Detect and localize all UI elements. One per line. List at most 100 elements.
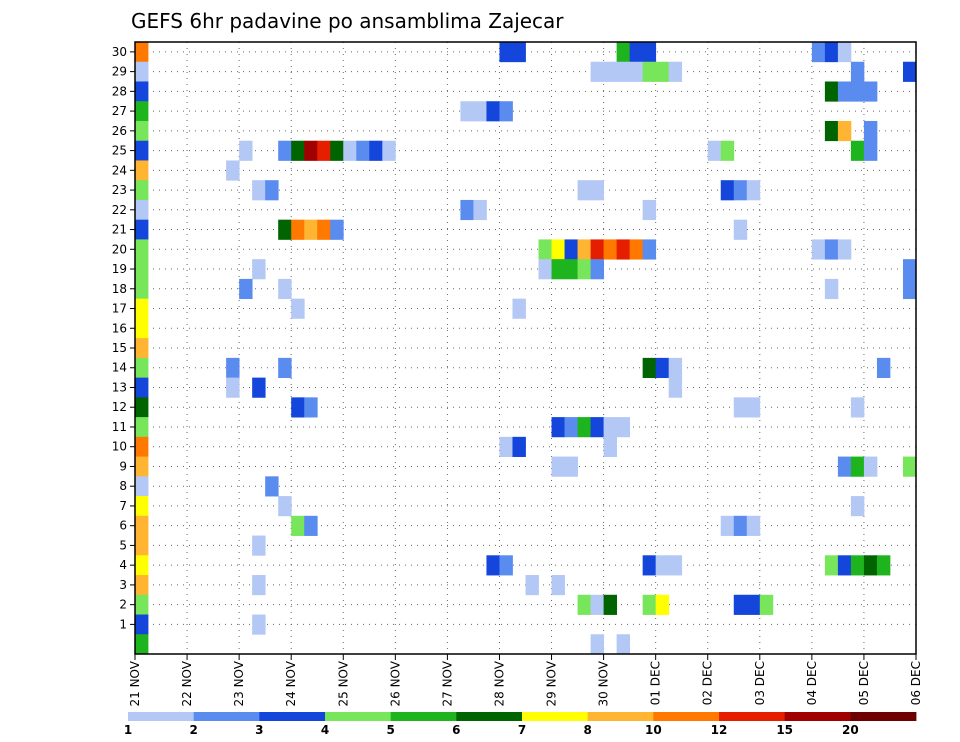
heatmap-cell	[278, 496, 292, 517]
heatmap-cell	[616, 239, 631, 260]
y-tick-label: 29	[112, 65, 127, 79]
heatmap-cell	[863, 456, 878, 477]
heatmap-cell	[265, 476, 279, 497]
x-tick-label: 06 DEC	[909, 661, 923, 705]
heatmap-cell	[226, 377, 240, 398]
heatmap-cell	[239, 140, 253, 161]
heatmap-cell	[499, 101, 513, 122]
heatmap-cell	[863, 81, 878, 102]
x-tick-label: 05 DEC	[857, 661, 871, 705]
legend-label: 10	[645, 723, 662, 737]
heatmap-cell	[629, 239, 644, 260]
heatmap-cell	[551, 456, 565, 477]
heatmap-cell	[876, 357, 891, 379]
heatmap-cell	[577, 239, 591, 260]
heatmap-cell	[135, 436, 149, 457]
heatmap-cell	[330, 140, 344, 161]
y-tick-label: 10	[112, 440, 127, 454]
heatmap-cell	[850, 61, 865, 82]
chart-title: GEFS 6hr padavine po ansamblima Zajecar	[131, 9, 564, 33]
heatmap-cell	[577, 259, 591, 280]
heatmap-cell	[135, 397, 149, 418]
heatmap-cell	[863, 555, 878, 576]
heatmap-cell	[135, 575, 149, 596]
x-tick-label: 24 NOV	[284, 660, 298, 706]
heatmap-cell	[252, 614, 266, 635]
heatmap-cell	[304, 140, 318, 161]
heatmap-cell	[135, 81, 149, 102]
heatmap-cell	[577, 594, 591, 615]
heatmap-cell	[590, 61, 604, 82]
y-tick-label: 14	[112, 361, 127, 375]
heatmap-cell	[291, 298, 305, 319]
y-tick-label: 12	[112, 400, 127, 414]
y-tick-label: 16	[112, 321, 127, 335]
heatmap-cell	[135, 298, 149, 319]
heatmap-cell	[603, 594, 618, 615]
x-tick-label: 02 DEC	[701, 661, 715, 705]
heatmap-cell	[499, 42, 513, 63]
legend-swatch	[193, 712, 260, 721]
heatmap-cell	[252, 575, 266, 596]
legend-label: 8	[583, 723, 591, 737]
heatmap-cell	[590, 239, 604, 260]
heatmap-cell	[512, 436, 526, 457]
heatmap-cell	[135, 239, 149, 260]
heatmap-cell	[226, 357, 240, 379]
heatmap-cell	[824, 239, 839, 260]
heatmap-cell	[902, 456, 917, 477]
heatmap-cell	[135, 219, 149, 240]
heatmap-cell	[642, 239, 657, 260]
heatmap-cell	[486, 555, 500, 576]
heatmap-cell	[525, 575, 539, 596]
legend-swatch	[456, 712, 523, 721]
heatmap-cell	[720, 180, 735, 201]
heatmap-cell	[811, 239, 826, 260]
x-tick-label: 21 NOV	[128, 660, 142, 706]
heatmap-cell	[733, 219, 748, 240]
heatmap-cell	[811, 42, 826, 63]
x-axis: 21 NOV 22 NOV 23 NOV 24 NOV 25 NOV 26 NOV 27 N…	[128, 654, 923, 707]
heatmap-cell	[720, 140, 735, 161]
heatmap-cell	[135, 140, 149, 161]
heatmap-cell	[837, 120, 852, 142]
heatmap-cell	[564, 456, 578, 477]
heatmap-cell	[135, 278, 149, 300]
heatmap-cell	[135, 61, 149, 82]
x-tick-label: 25 NOV	[336, 660, 350, 706]
heatmap-cell	[746, 180, 761, 201]
heatmap-cell	[733, 515, 748, 536]
heatmap-cell	[135, 42, 149, 63]
heatmap-cell	[902, 259, 917, 280]
heatmap-cell	[304, 397, 318, 418]
heatmap-cell	[603, 417, 618, 438]
heatmap-cell	[733, 180, 748, 201]
heatmap-cell	[616, 61, 631, 82]
heatmap-cell	[135, 634, 149, 655]
heatmap-cell	[668, 555, 683, 576]
legend-label: 4	[321, 723, 329, 737]
x-tick-label: 03 DEC	[753, 661, 767, 705]
legend-label: 12	[711, 723, 728, 737]
heatmap-cell	[291, 515, 305, 536]
legend-swatch	[719, 712, 786, 721]
heatmap-cell	[824, 42, 839, 63]
x-tick-label: 23 NOV	[232, 660, 246, 706]
heatmap-cell	[473, 101, 487, 122]
heatmap-cell	[603, 61, 618, 82]
heatmap-cell	[278, 278, 292, 300]
heatmap-cell	[135, 338, 149, 359]
heatmap-cell	[278, 140, 292, 161]
x-tick-label: 27 NOV	[440, 660, 454, 706]
heatmap-cell	[460, 199, 474, 221]
heatmap-cell	[850, 140, 865, 161]
heatmap-cell	[135, 199, 149, 221]
x-tick-label: 28 NOV	[492, 660, 506, 706]
legend-swatch	[850, 712, 917, 721]
legend-label: 3	[255, 723, 263, 737]
cells-layer	[135, 42, 917, 655]
y-tick-label: 5	[119, 538, 127, 552]
heatmap-cell	[759, 594, 774, 615]
legend-swatch	[390, 712, 457, 721]
heatmap-cell	[564, 239, 578, 260]
